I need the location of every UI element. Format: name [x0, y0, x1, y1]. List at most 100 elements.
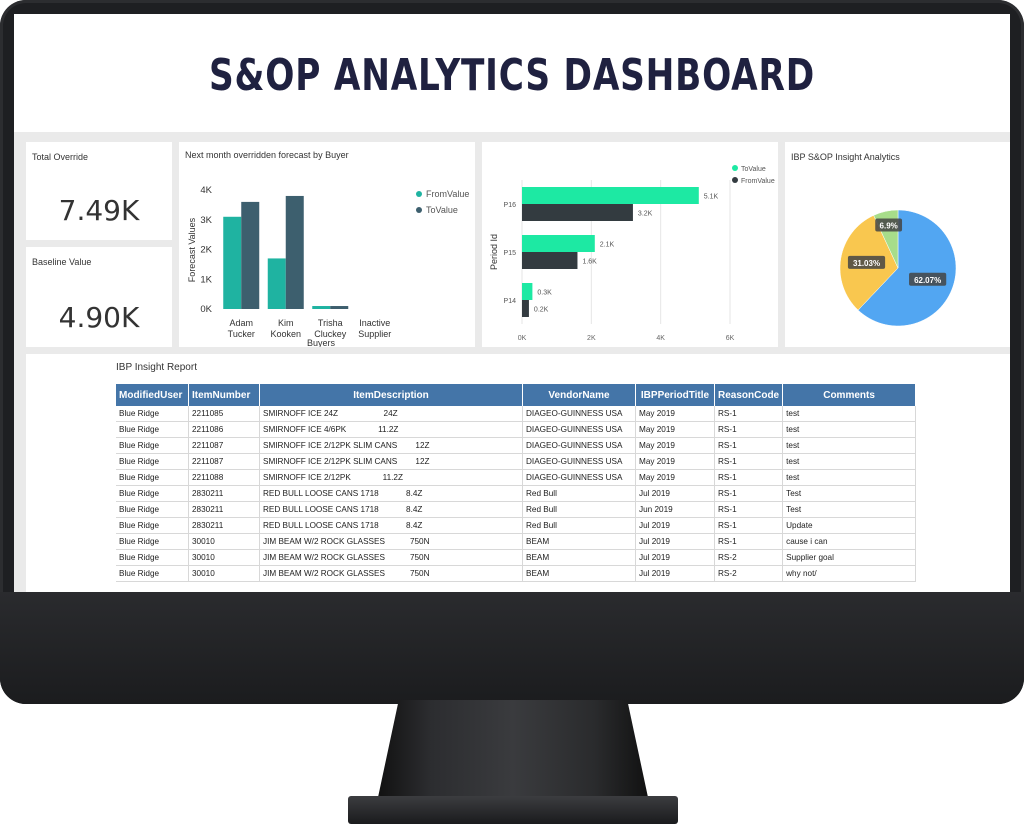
y-axis-label: Forecast Values	[187, 217, 197, 282]
table-cell: Blue Ridge	[116, 565, 189, 582]
table-cell: DIAGEO-GUINNESS USA	[522, 421, 636, 438]
column-header[interactable]: ItemNumber	[188, 384, 260, 406]
legend-marker	[732, 165, 738, 171]
table-cell: cause i can	[782, 533, 916, 550]
table-cell: Red Bull	[522, 517, 636, 534]
chart-title: Next month overridden forecast by Buyer	[185, 150, 349, 160]
x-tick-label: Adam	[229, 318, 253, 328]
table-row[interactable]: Blue Ridge 2211085 SMIRNOFF ICE 24Z 24Z DIA…	[116, 406, 916, 422]
table-row[interactable]: Blue Ridge 30010 JIM BEAM W/2 ROCK GLASSES…	[116, 565, 916, 582]
x-tick-label: Trisha	[318, 318, 343, 328]
bar-ToValue	[285, 195, 304, 309]
kpi-value: 4.90K	[58, 301, 140, 334]
monitor-stand-base	[348, 796, 678, 824]
y-tick-label: 4K	[200, 185, 212, 196]
table-cell: BEAM	[522, 549, 636, 566]
table-row[interactable]: Blue Ridge 2211086 SMIRNOFF ICE 4/6PK 11.2…	[116, 421, 916, 438]
data-label: 2.1K	[600, 242, 615, 249]
table-cell: May 2019	[635, 406, 715, 422]
table-cell: test	[782, 421, 916, 438]
table-cell: May 2019	[635, 453, 715, 470]
column-header[interactable]: VendorName	[522, 384, 636, 406]
x-tick-label: Inactive	[359, 318, 390, 328]
bar-FromValue	[312, 306, 331, 309]
table-cell: SMIRNOFF ICE 4/6PK 11.2Z	[259, 421, 523, 438]
table-cell: JIM BEAM W/2 ROCK GLASSES 750N	[259, 533, 523, 550]
table-cell: 30010	[188, 565, 260, 582]
table-row[interactable]: Blue Ridge 2830211 RED BULL LOOSE CANS 171…	[116, 485, 916, 502]
monitor-stand	[377, 700, 649, 802]
table-cell: RS-1	[714, 469, 784, 486]
kpi-value: 7.49K	[58, 194, 140, 227]
y-tick-label: 0K	[200, 304, 212, 315]
insight-pie-card[interactable]: IBP S&OP Insight Analytics 62.07% 31.03% 6…	[785, 142, 1010, 347]
table-cell: Jun 2019	[635, 501, 715, 518]
table-cell: test	[782, 437, 916, 454]
column-header[interactable]: ReasonCode	[714, 384, 784, 406]
bar-ToValue	[330, 306, 349, 309]
table-row[interactable]: Blue Ridge 2830211 RED BULL LOOSE CANS 171…	[116, 501, 916, 518]
buyer-forecast-card[interactable]: Next month overridden forecast by Buyer …	[179, 142, 475, 347]
table-row[interactable]: Blue Ridge 2211087 SMIRNOFF ICE 2/12PK SLI…	[116, 437, 916, 454]
table-cell: RS-1	[714, 485, 784, 502]
table-cell: 2830211	[188, 501, 260, 518]
y-tick-label: P15	[504, 250, 517, 257]
table-row[interactable]: Blue Ridge 2211087 SMIRNOFF ICE 2/12PK SLI…	[116, 453, 916, 470]
dashboard-header	[14, 14, 1010, 132]
column-header[interactable]: Comments	[782, 384, 916, 406]
pie-label-bg	[847, 255, 886, 269]
kpi-card-total-override[interactable]: Total Override 7.49K	[26, 142, 172, 240]
table-cell: Blue Ridge	[116, 421, 189, 438]
dashboard-title: S&OP ANALYTICS DASHBOARD	[209, 50, 815, 101]
x-tick-label: Tucker	[228, 329, 255, 339]
monitor-chin	[0, 592, 1024, 704]
table-cell: May 2019	[635, 421, 715, 438]
table-cell: Red Bull	[522, 485, 636, 502]
kpi-label: Total Override	[32, 152, 89, 162]
table-cell: Jul 2019	[635, 565, 715, 582]
kpi-card-baseline-value[interactable]: Baseline Value 4.90K	[26, 247, 172, 347]
data-label: 5.1K	[704, 194, 719, 201]
bar-FromValue	[223, 216, 242, 309]
table-cell: Jul 2019	[635, 533, 715, 550]
column-header[interactable]: IBPPeriodTitle	[635, 384, 715, 406]
table-row[interactable]: Blue Ridge 2830211 RED BULL LOOSE CANS 171…	[116, 517, 916, 534]
y-tick-label: P14	[504, 298, 517, 305]
bar-FromValue	[522, 252, 578, 269]
bar-ToValue	[522, 283, 533, 300]
table-cell: RED BULL LOOSE CANS 1718 8.4Z	[259, 517, 523, 534]
legend-label: ToValue	[426, 205, 458, 215]
legend-marker	[732, 177, 738, 183]
table-cell: DIAGEO-GUINNESS USA	[522, 453, 636, 470]
table-row[interactable]: Blue Ridge 30010 JIM BEAM W/2 ROCK GLASSES…	[116, 549, 916, 566]
data-label: 3.2K	[638, 211, 653, 218]
table-cell: BEAM	[522, 565, 636, 582]
period-chart-card[interactable]: 0K 2K 4K 6K Period Id P16 5.1K 3.2K P15 2.1K 1.6K P…	[482, 142, 778, 347]
table-cell: Blue Ridge	[116, 406, 189, 422]
table-cell: RS-1	[714, 501, 784, 518]
table-cell: test	[782, 406, 916, 422]
screen: S&OP ANALYTICS DASHBOARD Total Override …	[14, 14, 1010, 592]
table-cell: Red Bull	[522, 501, 636, 518]
table-cell: RS-1	[714, 533, 784, 550]
table-cell: 2830211	[188, 517, 260, 534]
table-cell: Jul 2019	[635, 485, 715, 502]
x-tick-label: Kooken	[270, 329, 301, 339]
column-header[interactable]: ItemDescription	[259, 384, 523, 406]
table-cell: SMIRNOFF ICE 2/12PK 11.2Z	[259, 469, 523, 486]
bar-FromValue	[522, 300, 529, 317]
table-row[interactable]: Blue Ridge 30010 JIM BEAM W/2 ROCK GLASSES…	[116, 533, 916, 550]
table-cell: Blue Ridge	[116, 469, 189, 486]
x-tick-label: 2K	[587, 335, 596, 342]
table-row[interactable]: Blue Ridge 2211088 SMIRNOFF ICE 2/12PK 11.…	[116, 469, 916, 486]
data-label: 0.3K	[537, 290, 552, 297]
table-cell: Test	[782, 501, 916, 518]
x-tick-label: Cluckey	[314, 329, 347, 339]
x-tick-label: 0K	[518, 335, 527, 342]
x-tick-label: Kim	[278, 318, 294, 328]
column-header[interactable]: ModifiedUser	[116, 384, 189, 406]
table-cell: Blue Ridge	[116, 517, 189, 534]
bar-ToValue	[522, 187, 699, 204]
table-cell: 2211086	[188, 421, 260, 438]
